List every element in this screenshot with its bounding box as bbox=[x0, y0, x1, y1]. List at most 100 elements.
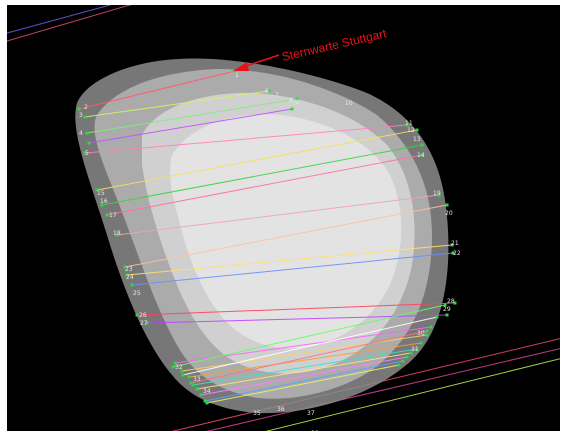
chord-16 bbox=[181, 334, 428, 372]
occultation-plot: 1 2 3 4 5 6 7 8 9 10 11 12 13 14 15 16 17 18 19 20 21 22 23 24 2… bbox=[7, 5, 560, 431]
chord-13 bbox=[136, 302, 456, 316]
chord-label-25: 25 bbox=[133, 290, 141, 297]
chord-label-6: 6 bbox=[265, 88, 269, 95]
chord-2 bbox=[84, 90, 270, 118]
chord-10 bbox=[124, 204, 448, 268]
chord-endpoint-marker bbox=[85, 131, 89, 135]
chord-endpoint-marker bbox=[420, 153, 424, 157]
chord-endpoint-marker bbox=[205, 401, 209, 405]
chord-endpoint-marker bbox=[191, 383, 195, 387]
chord-label-16: 16 bbox=[100, 198, 108, 205]
chord-label-12: 12 bbox=[407, 127, 415, 134]
chord-endpoint-marker bbox=[171, 365, 175, 369]
chord-label-2: 2 bbox=[84, 104, 88, 111]
chord-label-32: 32 bbox=[175, 364, 183, 371]
chord-label-28: 28 bbox=[447, 298, 455, 305]
chord-label-5: 5 bbox=[85, 150, 89, 157]
chord-endpoint-marker bbox=[295, 97, 299, 101]
chord-endpoint-marker bbox=[181, 373, 185, 377]
chord-endpoint-marker bbox=[105, 213, 109, 217]
chord-label-26: 26 bbox=[139, 312, 147, 319]
chord-endpoint-marker bbox=[420, 143, 424, 147]
chord-endpoint-marker bbox=[87, 141, 91, 145]
chord-markers bbox=[77, 69, 457, 405]
chord-label-31: 31 bbox=[411, 346, 419, 353]
chord-endpoint-marker bbox=[115, 233, 119, 237]
track-line-bottom-3 bbox=[265, 358, 560, 431]
chord-endpoint-marker bbox=[405, 123, 409, 127]
chord-endpoint-marker bbox=[415, 128, 419, 132]
chord-label-8: 8 bbox=[289, 97, 293, 104]
chord-endpoint-marker bbox=[123, 265, 127, 269]
track-line-top-1 bbox=[7, 5, 113, 34]
chord-11 bbox=[126, 244, 453, 276]
chord-endpoint-marker bbox=[445, 313, 449, 317]
chord-endpoint-marker bbox=[199, 393, 203, 397]
chord-19 bbox=[196, 352, 412, 390]
chord-label-29: 29 bbox=[443, 306, 451, 313]
chord-1 bbox=[78, 70, 236, 110]
chord-label-9: 9 bbox=[295, 99, 299, 106]
chord-3 bbox=[86, 98, 298, 134]
chord-5 bbox=[84, 124, 408, 154]
chord-endpoint-marker bbox=[397, 363, 401, 367]
chord-endpoint-marker bbox=[125, 273, 129, 277]
chord-endpoint-marker bbox=[453, 301, 457, 305]
annotation-arrow-head bbox=[233, 62, 249, 71]
chord-25 bbox=[206, 364, 400, 404]
chord-label-35: 35 bbox=[253, 410, 261, 417]
chord-endpoint-marker bbox=[83, 115, 87, 119]
chord-label-36: 36 bbox=[277, 406, 285, 413]
chord-endpoint-marker bbox=[77, 107, 81, 111]
chord-endpoint-marker bbox=[437, 193, 441, 197]
chord-label-3: 3 bbox=[79, 112, 83, 119]
chord-24 bbox=[190, 330, 428, 384]
chord-endpoint-marker bbox=[450, 243, 454, 247]
chord-20 bbox=[200, 356, 408, 396]
chord-4 bbox=[88, 108, 293, 144]
chord-label-19: 19 bbox=[433, 190, 441, 197]
chord-label-11: 11 bbox=[405, 120, 413, 127]
chord-endpoint-marker bbox=[451, 251, 455, 255]
chord-endpoint-marker bbox=[415, 347, 419, 351]
chord-endpoint-marker bbox=[145, 321, 149, 325]
chord-endpoint-marker bbox=[401, 359, 405, 363]
chord-21 bbox=[204, 360, 404, 402]
chord-label-23: 23 bbox=[125, 266, 133, 273]
chord-8 bbox=[106, 154, 423, 216]
chord-endpoint-marker bbox=[429, 325, 433, 329]
chord-label-18: 18 bbox=[113, 230, 121, 237]
chord-label-17: 17 bbox=[109, 212, 117, 219]
chord-endpoint-marker bbox=[445, 203, 449, 207]
chord-label-4: 4 bbox=[79, 130, 83, 137]
chord-7 bbox=[101, 144, 423, 206]
chord-endpoint-marker bbox=[419, 341, 423, 345]
chord-label-33: 33 bbox=[193, 376, 201, 383]
chord-label-1: 1 bbox=[235, 72, 239, 79]
chord-label-24: 24 bbox=[126, 274, 134, 281]
chord-12 bbox=[131, 252, 454, 286]
chord-endpoint-marker bbox=[187, 375, 191, 379]
chord-endpoint-marker bbox=[405, 355, 409, 359]
chord-endpoint-marker bbox=[203, 399, 207, 403]
chord-label-14: 14 bbox=[417, 152, 425, 159]
chord-endpoint-marker bbox=[435, 315, 439, 319]
chord-label-20: 20 bbox=[445, 210, 453, 217]
chord-endpoint-marker bbox=[409, 351, 413, 355]
chord-23 bbox=[182, 316, 438, 376]
chord-endpoint-marker bbox=[130, 283, 134, 287]
chord-label-7: 7 bbox=[275, 92, 279, 99]
track-line-bottom-2 bbox=[206, 348, 560, 431]
chord-18 bbox=[192, 348, 418, 386]
chord-endpoint-marker bbox=[425, 329, 429, 333]
chord-label-34: 34 bbox=[203, 388, 211, 395]
chord-9 bbox=[116, 194, 440, 236]
chord-lines bbox=[78, 70, 456, 404]
chord-label-37: 37 bbox=[307, 410, 315, 417]
track-line-top-2 bbox=[7, 5, 132, 42]
chord-endpoint-marker bbox=[425, 333, 429, 337]
chord-endpoint-marker bbox=[195, 387, 199, 391]
asteroid-silhouette bbox=[75, 58, 449, 414]
